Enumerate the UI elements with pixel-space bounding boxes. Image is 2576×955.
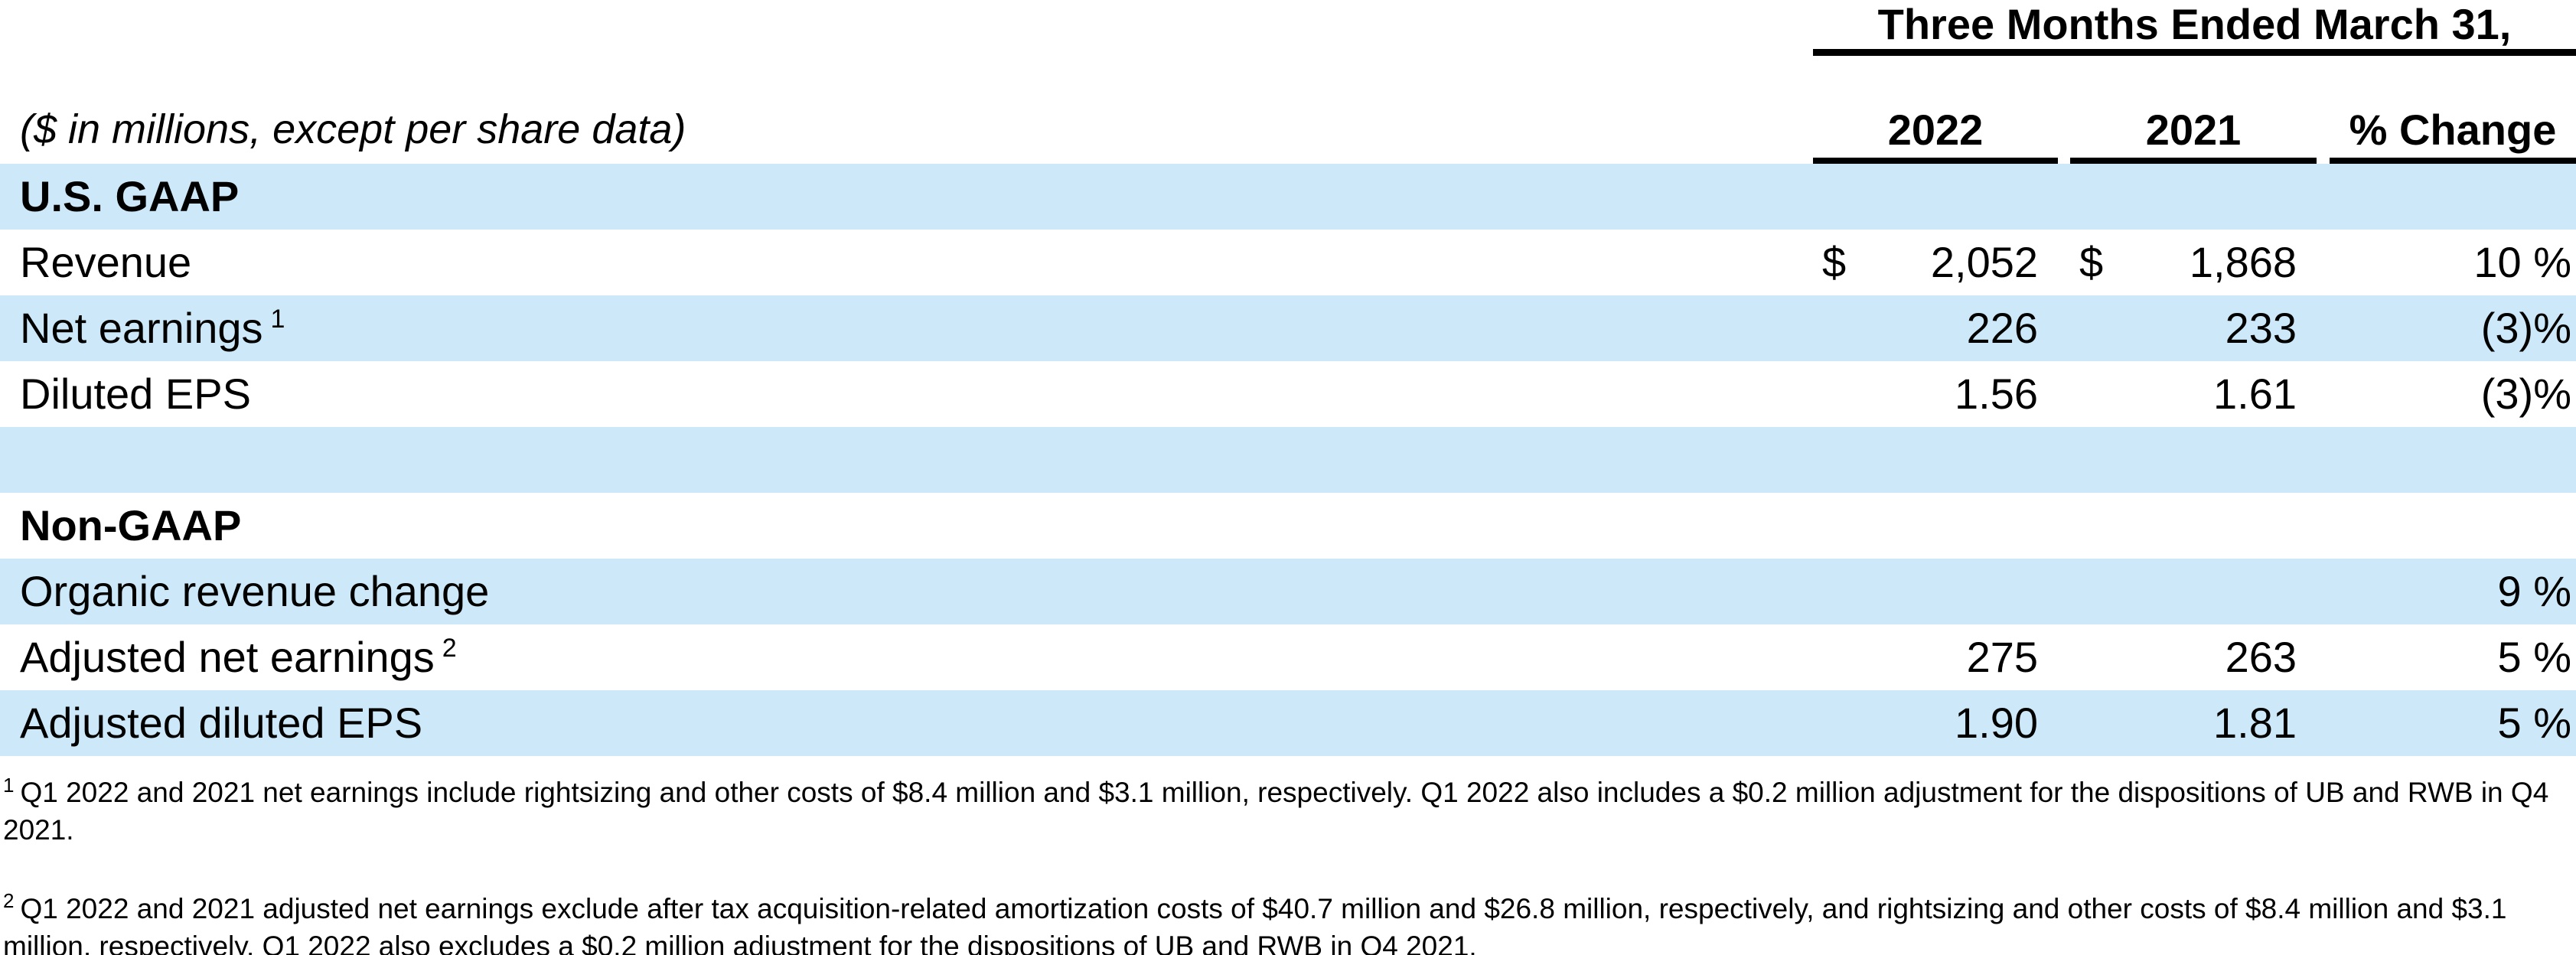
pct-change-cell: 9 % <box>2497 567 2572 615</box>
value-2021: 1.61 <box>2213 370 2297 418</box>
row-label-text: U.S. GAAP <box>20 172 240 220</box>
rule-spacer <box>0 158 1813 164</box>
row-label: Net earnings 1 <box>0 295 1813 361</box>
value-2022: 2,052 <box>1930 238 2038 286</box>
value-cell-2022 <box>1813 164 2058 230</box>
row-label-text: Organic revenue change <box>20 567 490 615</box>
pct-change-cell: 5 % <box>2497 633 2572 681</box>
table-rows: U.S. GAAP Revenue $ 2,052 $ 1,868 <box>0 164 2576 756</box>
dollar-sign-2021: $ <box>2079 238 2104 286</box>
column-header-2022: 2022 <box>1887 106 1984 154</box>
value-2022: 275 <box>1966 633 2038 681</box>
pct-change-cell <box>2330 493 2576 559</box>
table-row: Adjusted net earnings 2 275 263 5 % <box>0 624 2576 690</box>
footnotes: 1 Q1 2022 and 2021 net earnings include r… <box>0 767 2576 955</box>
row-label-text: Revenue <box>20 238 192 286</box>
row-label-text: Non-GAAP <box>20 501 242 549</box>
column-header-rules <box>0 158 2576 164</box>
row-label: Revenue <box>0 230 1813 295</box>
value-cell-2022: 275 <box>1813 624 2058 690</box>
row-label: U.S. GAAP <box>0 164 1813 230</box>
column-header-pct-change: % Change <box>2349 106 2557 154</box>
value-2022: 1.56 <box>1955 370 2038 418</box>
table-row <box>0 427 2576 493</box>
table-row: Revenue $ 2,052 $ 1,868 10 % <box>0 230 2576 295</box>
footnote-2-marker: 2 <box>3 889 15 913</box>
table-row: Non-GAAP <box>0 493 2576 559</box>
value-cell-2021: 1.81 <box>2070 690 2317 756</box>
rule-pct-change <box>2330 158 2576 164</box>
row-label: Adjusted diluted EPS <box>0 690 1813 756</box>
value-cell-2022: $ 2,052 <box>1813 230 2058 295</box>
column-header-row: ($ in millions, except per share data) 2… <box>0 56 2576 158</box>
value-cell-2021 <box>2070 427 2317 493</box>
period-header: Three Months Ended March 31, <box>1877 0 2512 48</box>
footnote-ref-superscript: 1 <box>270 305 285 334</box>
pct-change-cell: (3)% <box>2480 370 2571 418</box>
value-2022: 1.90 <box>1955 699 2038 747</box>
value-cell-2021 <box>2070 559 2317 624</box>
pct-change-cell <box>2330 427 2576 493</box>
rule-2022 <box>1813 158 2058 164</box>
footnote-1-marker: 1 <box>3 774 15 797</box>
value-cell-2022: 1.56 <box>1813 361 2058 427</box>
period-header-rule <box>1813 49 2576 56</box>
row-label-text: Diluted EPS <box>20 370 251 418</box>
row-label: Diluted EPS <box>0 361 1813 427</box>
value-2021: 263 <box>2225 633 2297 681</box>
value-cell-2021: 233 <box>2070 295 2317 361</box>
row-label-text: Net earnings <box>20 304 263 352</box>
footnote-2-text: Q1 2022 and 2021 adjusted net earnings e… <box>3 892 2507 955</box>
value-cell-2021 <box>2070 493 2317 559</box>
pct-change-cell: 10 % <box>2473 238 2571 286</box>
rule-gap <box>2058 158 2070 164</box>
footnote-2: 2 Q1 2022 and 2021 adjusted net earnings … <box>3 882 2576 955</box>
units-note: ($ in millions, except per share data) <box>20 106 686 152</box>
value-cell-2021 <box>2070 164 2317 230</box>
column-header-2021: 2021 <box>2145 106 2242 154</box>
table-row: Organic revenue change 9 % <box>0 559 2576 624</box>
value-2021: 233 <box>2225 304 2297 352</box>
pct-change-cell: 5 % <box>2497 699 2572 747</box>
row-label: Non-GAAP <box>0 493 1813 559</box>
table-row: Adjusted diluted EPS 1.90 1.81 5 % <box>0 690 2576 756</box>
value-cell-2021: 263 <box>2070 624 2317 690</box>
value-cell-2021: 1.61 <box>2070 361 2317 427</box>
value-2022: 226 <box>1966 304 2038 352</box>
value-cell-2022: 226 <box>1813 295 2058 361</box>
row-label-text: Adjusted diluted EPS <box>20 699 423 747</box>
rule-gap <box>2317 158 2330 164</box>
value-cell-2022 <box>1813 427 2058 493</box>
row-label-text: Adjusted net earnings <box>20 633 435 681</box>
footnote-ref-superscript: 2 <box>442 634 457 663</box>
footnote-1: 1 Q1 2022 and 2021 net earnings include r… <box>3 767 2576 849</box>
table-row: Diluted EPS 1.56 1.61 (3)% <box>0 361 2576 427</box>
rule-2021 <box>2070 158 2317 164</box>
value-cell-2022 <box>1813 559 2058 624</box>
dollar-sign-2022: $ <box>1822 238 1847 286</box>
value-2021: 1.81 <box>2213 699 2297 747</box>
value-cell-2021: $ 1,868 <box>2070 230 2317 295</box>
table-row: Net earnings 1 226 233 (3)% <box>0 295 2576 361</box>
footnote-1-text: Q1 2022 and 2021 net earnings include ri… <box>3 777 2549 846</box>
row-label: Organic revenue change <box>0 559 1813 624</box>
pct-change-cell: (3)% <box>2480 304 2571 352</box>
value-cell-2022: 1.90 <box>1813 690 2058 756</box>
value-2021: 1,868 <box>2189 238 2297 286</box>
value-cell-2022 <box>1813 493 2058 559</box>
table-row: U.S. GAAP <box>0 164 2576 230</box>
pct-change-cell <box>2330 164 2576 230</box>
row-label: Adjusted net earnings 2 <box>0 624 1813 690</box>
